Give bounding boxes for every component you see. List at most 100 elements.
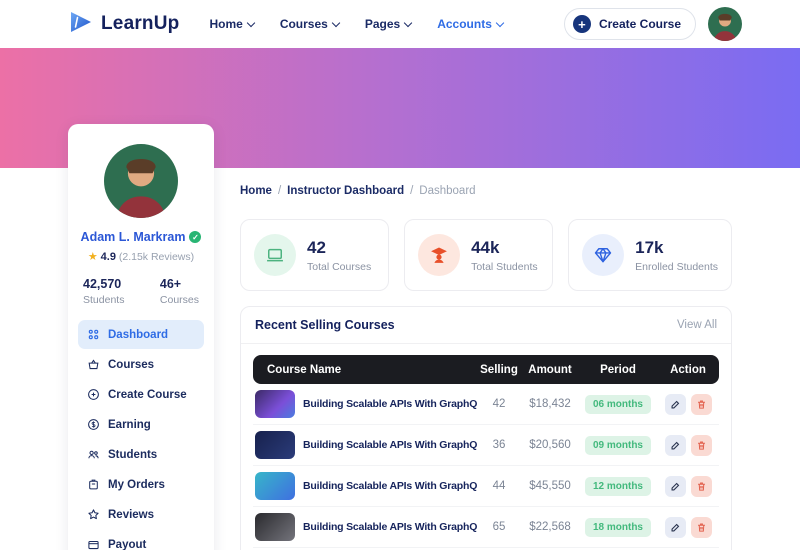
profile-rating: ★ 4.9 (2.15k Reviews) (87, 251, 195, 263)
stat-card-total-students: 44k Total Students (404, 219, 554, 291)
sidebar-item-courses[interactable]: Courses (78, 350, 204, 379)
period-badge: 18 months (584, 518, 651, 537)
selling-count: 36 (492, 439, 506, 451)
course-thumbnail (255, 513, 295, 541)
sidebar-item-dashboard[interactable]: Dashboard (78, 320, 204, 349)
profile-avatar (104, 144, 178, 218)
stat-card-total-courses: 42 Total Courses (240, 219, 390, 291)
breadcrumb-separator: / (410, 185, 414, 197)
breadcrumb: Home / Instructor Dashboard / Dashboard (240, 185, 732, 197)
period-badge: 06 months (584, 395, 651, 414)
sidebar-menu: Dashboard Courses Create Course Earning … (78, 320, 204, 550)
trash-icon (697, 400, 705, 409)
stat-card-enrolled-students: 17k Enrolled Students (568, 219, 733, 291)
edit-button[interactable] (664, 393, 686, 415)
selling-count: 65 (492, 521, 506, 533)
table-row: Building Scalable APIs With GraphQL 44 $… (253, 466, 719, 507)
table-row: Building Scalable APIs With GraphQL 65 $… (253, 507, 719, 548)
pencil-icon (671, 523, 679, 531)
reviews-icon (88, 509, 99, 520)
nav-item-courses[interactable]: Courses (280, 17, 341, 31)
trash-icon (697, 441, 705, 450)
dashboard-icon (88, 329, 99, 340)
chevron-down-icon (495, 18, 505, 27)
period-badge: 09 months (584, 436, 651, 455)
amount: $22,568 (529, 521, 571, 533)
course-title-link[interactable]: Building Scalable APIs With GraphQL (303, 439, 477, 451)
breadcrumb-current: Dashboard (419, 185, 476, 197)
my-orders-icon (89, 479, 98, 490)
delete-button[interactable] (690, 434, 712, 456)
sidebar-item-my-orders[interactable]: My Orders (78, 470, 204, 499)
edit-button[interactable] (664, 516, 686, 538)
top-navbar: LearnUp Home Courses Pages Accounts + Cr… (0, 0, 800, 48)
course-title-link[interactable]: Building Scalable APIs With GraphQL (303, 480, 477, 492)
profile-name: Adam L. Markram ✓ (78, 230, 204, 244)
trash-icon (697, 523, 705, 532)
play-triangle-icon (68, 9, 94, 40)
course-thumbnail (255, 390, 295, 418)
sidebar-item-payout[interactable]: Payout (78, 530, 204, 550)
edit-button[interactable] (664, 475, 686, 497)
sidebar-item-create-course[interactable]: Create Course (78, 380, 204, 409)
create-course-button[interactable]: + Create Course (563, 8, 696, 40)
course-title-link[interactable]: Building Scalable APIs With GraphQL (303, 398, 477, 410)
breadcrumb-instructor-dashboard[interactable]: Instructor Dashboard (287, 185, 405, 197)
students-icon (88, 450, 99, 459)
table-row: Building Scalable APIs With GraphQL 36 $… (253, 425, 719, 466)
create-course-icon (88, 389, 99, 400)
col-selling: Selling (480, 363, 518, 376)
students-stat: 42,570 Students (83, 277, 125, 306)
edit-button[interactable] (664, 434, 686, 456)
brand-logo[interactable]: LearnUp (68, 9, 179, 40)
chevron-down-icon (331, 18, 341, 27)
recent-selling-courses-card: Recent Selling Courses View All Course N… (240, 306, 732, 550)
profile-sidebar: Adam L. Markram ✓ ★ 4.9 (2.15k Reviews) … (68, 124, 214, 550)
course-thumbnail (255, 431, 295, 459)
sidebar-item-students[interactable]: Students (78, 440, 204, 469)
nav-item-pages[interactable]: Pages (365, 17, 413, 31)
delete-button[interactable] (690, 475, 712, 497)
star-icon: ★ (87, 251, 98, 263)
course-thumbnail (255, 472, 295, 500)
pencil-icon (671, 482, 679, 490)
main-content: Home / Instructor Dashboard / Dashboard … (240, 168, 733, 550)
payout-icon (88, 541, 99, 550)
plus-icon: + (572, 15, 591, 33)
table-header: Course Name Selling Amount Period Action (253, 355, 719, 384)
nav-item-accounts[interactable]: Accounts (437, 17, 505, 31)
breadcrumb-home[interactable]: Home (240, 185, 272, 197)
trash-icon (697, 482, 705, 491)
pencil-icon (671, 441, 679, 449)
delete-button[interactable] (690, 393, 712, 415)
amount: $18,432 (529, 398, 571, 410)
course-title-link[interactable]: Building Scalable APIs With GraphQL (303, 521, 477, 533)
col-period: Period (600, 363, 636, 376)
delete-button[interactable] (690, 516, 712, 538)
col-amount: Amount (528, 363, 572, 376)
table-row: Building Scalable APIs With GraphQL 42 $… (253, 384, 719, 425)
selling-count: 42 (492, 398, 506, 410)
courses-stat: 46+ Courses (159, 277, 199, 306)
diamond-icon (582, 234, 625, 276)
earning-icon (88, 419, 99, 430)
courses-icon (88, 359, 99, 370)
amount: $45,550 (529, 480, 571, 492)
breadcrumb-separator: / (277, 185, 282, 197)
sidebar-item-reviews[interactable]: Reviews (78, 500, 204, 529)
brand-name: LearnUp (101, 13, 180, 34)
verified-badge-icon: ✓ (189, 231, 202, 243)
pencil-icon (671, 400, 679, 408)
nav-links: Home Courses Pages Accounts (209, 17, 505, 31)
sidebar-item-earning[interactable]: Earning (78, 410, 204, 439)
user-avatar[interactable] (708, 7, 742, 41)
stat-cards: 42 Total Courses 44k Total Students 17k … (240, 219, 733, 291)
table-title: Recent Selling Courses (255, 318, 395, 332)
chevron-down-icon (246, 18, 256, 27)
view-all-link[interactable]: View All (676, 319, 717, 331)
selling-count: 44 (492, 480, 506, 492)
graduate-icon (418, 234, 461, 276)
profile-stats: 42,570 Students 46+ Courses (78, 277, 204, 306)
nav-item-home[interactable]: Home (209, 17, 256, 31)
chevron-down-icon (403, 18, 413, 27)
